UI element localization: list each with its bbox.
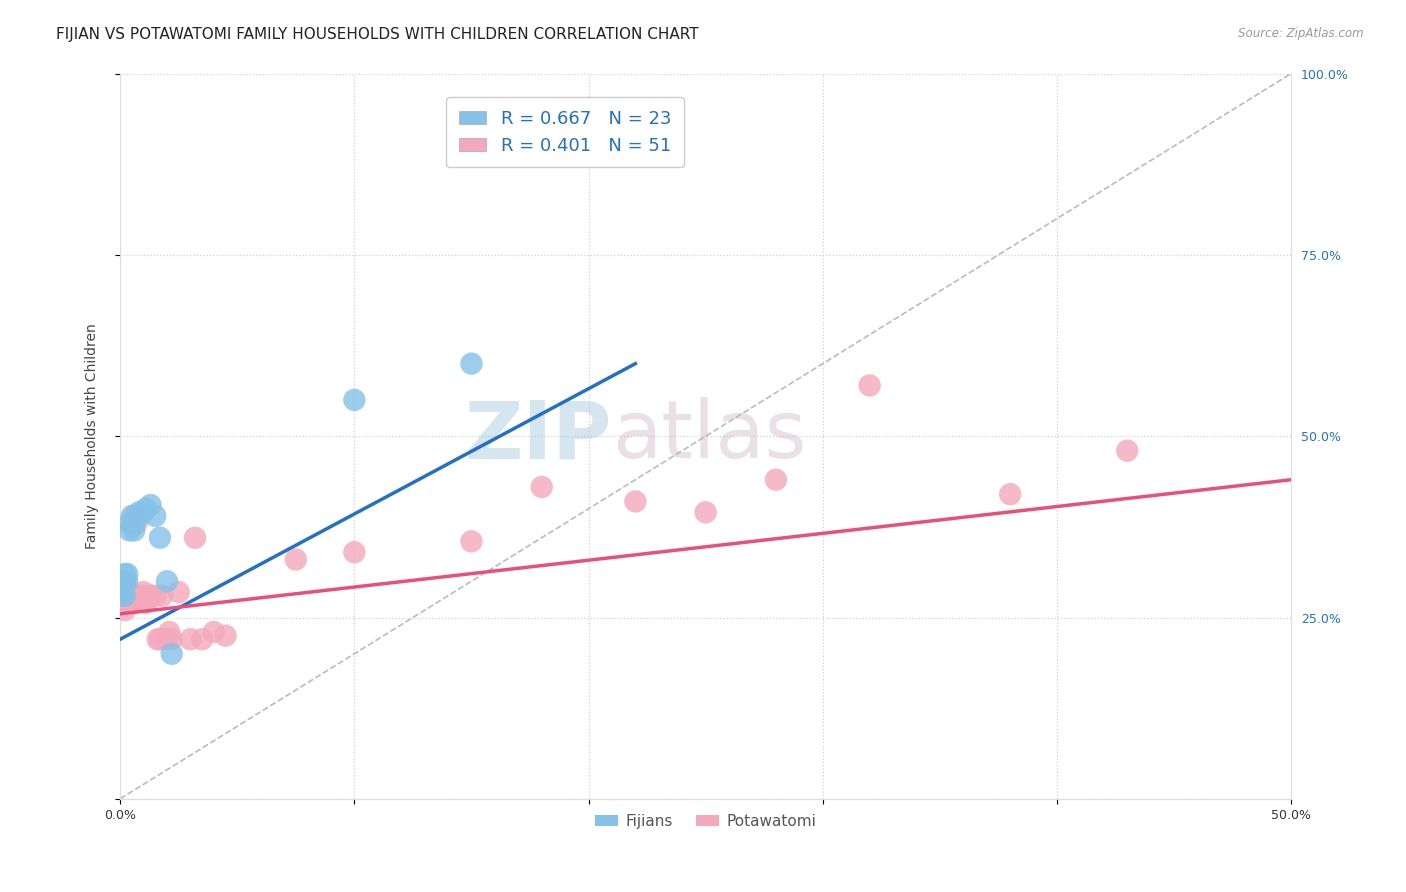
Point bbox=[114, 574, 136, 589]
Point bbox=[125, 516, 148, 531]
Point bbox=[160, 632, 183, 647]
Point bbox=[1116, 443, 1139, 458]
Point bbox=[765, 473, 787, 487]
Point bbox=[118, 516, 141, 531]
Point bbox=[143, 589, 166, 603]
Point bbox=[114, 592, 136, 607]
Point bbox=[121, 516, 143, 531]
Point bbox=[132, 585, 155, 599]
Point bbox=[128, 592, 150, 607]
Text: Source: ZipAtlas.com: Source: ZipAtlas.com bbox=[1239, 27, 1364, 40]
Point bbox=[114, 574, 136, 589]
Point bbox=[121, 592, 143, 607]
Point bbox=[118, 585, 141, 599]
Point bbox=[695, 505, 717, 519]
Point bbox=[118, 592, 141, 607]
Point bbox=[139, 498, 162, 512]
Point bbox=[530, 480, 553, 494]
Point bbox=[125, 592, 148, 607]
Point bbox=[115, 585, 138, 599]
Point bbox=[115, 566, 138, 581]
Legend: Fijians, Potawatomi: Fijians, Potawatomi bbox=[589, 807, 823, 835]
Point bbox=[128, 592, 150, 607]
Point bbox=[111, 582, 134, 596]
Point bbox=[460, 357, 482, 371]
Point bbox=[122, 508, 145, 523]
Text: atlas: atlas bbox=[612, 397, 807, 475]
Point bbox=[149, 531, 172, 545]
Point bbox=[121, 596, 143, 610]
Point bbox=[214, 629, 236, 643]
Point bbox=[114, 589, 136, 603]
Point bbox=[859, 378, 882, 392]
Point bbox=[121, 508, 143, 523]
Point bbox=[149, 632, 172, 647]
Point bbox=[156, 632, 179, 647]
Point bbox=[135, 501, 157, 516]
Point bbox=[114, 603, 136, 617]
Y-axis label: Family Households with Children: Family Households with Children bbox=[86, 323, 100, 549]
Point bbox=[343, 545, 366, 559]
Point bbox=[156, 574, 179, 589]
Point bbox=[122, 596, 145, 610]
Point bbox=[191, 632, 214, 647]
Text: ZIP: ZIP bbox=[465, 397, 612, 475]
Point bbox=[128, 505, 150, 519]
Point bbox=[111, 582, 134, 596]
Point bbox=[111, 589, 134, 603]
Point bbox=[114, 589, 136, 603]
Point bbox=[184, 531, 207, 545]
Point bbox=[111, 589, 134, 603]
Point bbox=[111, 578, 134, 592]
Point bbox=[118, 589, 141, 603]
Point bbox=[129, 589, 152, 603]
Point bbox=[343, 392, 366, 407]
Point bbox=[998, 487, 1021, 501]
Point bbox=[125, 512, 148, 526]
Point bbox=[167, 585, 190, 599]
Point bbox=[115, 574, 138, 589]
Point bbox=[139, 589, 162, 603]
Point bbox=[146, 632, 169, 647]
Point bbox=[115, 589, 138, 603]
Point bbox=[135, 596, 157, 610]
Text: FIJIAN VS POTAWATOMI FAMILY HOUSEHOLDS WITH CHILDREN CORRELATION CHART: FIJIAN VS POTAWATOMI FAMILY HOUSEHOLDS W… bbox=[56, 27, 699, 42]
Point bbox=[143, 508, 166, 523]
Point bbox=[160, 647, 183, 661]
Point bbox=[150, 589, 173, 603]
Point bbox=[624, 494, 647, 508]
Point bbox=[114, 566, 136, 581]
Point bbox=[179, 632, 201, 647]
Point bbox=[122, 524, 145, 538]
Point bbox=[115, 596, 138, 610]
Point bbox=[118, 524, 141, 538]
Point bbox=[136, 592, 159, 607]
Point bbox=[157, 625, 180, 640]
Point bbox=[111, 574, 134, 589]
Point bbox=[115, 592, 138, 607]
Point bbox=[284, 552, 307, 566]
Point bbox=[202, 625, 225, 640]
Point bbox=[132, 505, 155, 519]
Point bbox=[460, 534, 482, 549]
